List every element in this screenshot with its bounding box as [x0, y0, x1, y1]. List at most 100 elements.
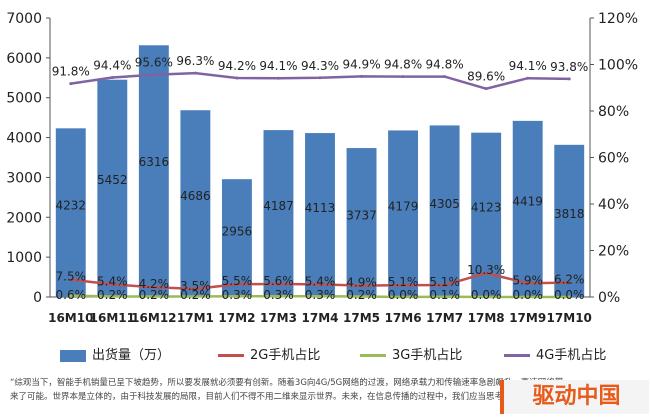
- line-value-label: 0.3%: [222, 288, 253, 302]
- bar: [138, 45, 169, 298]
- series-point: [193, 71, 197, 75]
- right-tick-label: 20%: [598, 244, 629, 260]
- legend-swatch-3g: [360, 354, 386, 357]
- line-value-label: 7.5%: [56, 270, 87, 284]
- series-point: [318, 76, 322, 80]
- bar-value-label: 4232: [55, 198, 86, 212]
- category-label: 17M7: [426, 311, 463, 325]
- bar: [388, 130, 419, 297]
- series-point: [69, 294, 73, 298]
- bar: [305, 133, 335, 297]
- line-value-label: 3.5%: [180, 279, 211, 293]
- category-label: 17M4: [302, 311, 339, 325]
- line-value-label: 0.0%: [554, 288, 585, 302]
- bar: [221, 179, 252, 297]
- line-value-label: 5.9%: [512, 273, 543, 287]
- bar: [346, 148, 377, 297]
- bar-value-label: 2956: [222, 225, 253, 239]
- bar-value-label: 4305: [429, 197, 460, 211]
- left-tick-label: 4000: [6, 131, 42, 147]
- series-point: [401, 75, 405, 79]
- line-value-label: 95.6%: [135, 56, 173, 70]
- line-value-label: 96.3%: [176, 54, 214, 68]
- right-tick-label: 80%: [598, 104, 629, 120]
- legend-swatch-2g: [218, 354, 244, 357]
- series-point: [276, 282, 280, 286]
- bar-value-label: 4123: [471, 201, 502, 215]
- legend: 出货量（万） 2G手机占比 3G手机占比 4G手机占比: [50, 345, 640, 369]
- series-point: [152, 73, 156, 77]
- line-value-label: 89.6%: [467, 70, 505, 84]
- series-point: [443, 283, 447, 287]
- series-point: [360, 284, 364, 288]
- line-value-label: 94.1%: [509, 59, 547, 73]
- series-point: [152, 295, 156, 299]
- line-value-label: 0.0%: [471, 288, 502, 302]
- series-point: [110, 76, 114, 80]
- line-value-label: 0.2%: [346, 288, 377, 302]
- bar-value-label: 4179: [388, 199, 419, 213]
- bar: [471, 132, 502, 297]
- series-point: [484, 295, 488, 299]
- line-value-label: 0.6%: [56, 288, 87, 302]
- category-label: 17M3: [260, 311, 297, 325]
- line-value-label: 0.2%: [180, 288, 211, 302]
- bars: [55, 45, 585, 298]
- series-point: [193, 287, 197, 291]
- line-value-label: 91.8%: [52, 65, 90, 79]
- series-point: [110, 295, 114, 299]
- bar: [263, 130, 294, 297]
- legend-label-4g: 4G手机占比: [536, 348, 607, 363]
- line-value-label: 0.3%: [263, 288, 294, 302]
- category-label: 17M2: [218, 311, 255, 325]
- right-tick-label: 120%: [598, 11, 638, 27]
- line-value-label: 5.6%: [263, 274, 294, 288]
- chart: 0 1000 2000 3000 4000 5000 6000 7000 0% 20% 40% 60…: [6, 11, 638, 325]
- bar-value-label: 4686: [180, 189, 211, 203]
- line-value-label: 0.3%: [305, 288, 336, 302]
- line-value-label: 94.8%: [384, 58, 422, 72]
- series-point: [484, 87, 488, 91]
- series-point: [276, 76, 280, 80]
- line-value-label: 94.1%: [259, 59, 297, 73]
- category-label: 17M8: [468, 311, 505, 325]
- left-tick-label: 2000: [6, 210, 42, 226]
- legend-item-shipments: 出货量（万）: [60, 345, 170, 367]
- line-value-label: 0.1%: [429, 288, 460, 302]
- bar: [512, 120, 543, 298]
- bar: [55, 128, 86, 297]
- category-label: 17M9: [509, 311, 546, 325]
- line-value-label: 4.2%: [139, 277, 170, 291]
- left-tick-label: 1000: [6, 250, 42, 266]
- right-tick-label: 100%: [598, 58, 638, 74]
- line-value-label: 94.2%: [218, 59, 256, 73]
- line-value-label: 5.1%: [388, 275, 419, 289]
- series-point: [567, 281, 571, 285]
- watermark-logo: 驱动中国: [500, 380, 649, 414]
- legend-label-shipments: 出货量（万）: [92, 348, 171, 363]
- series-point: [443, 75, 447, 79]
- series-point: [235, 294, 239, 298]
- bar: [97, 79, 128, 298]
- left-tick-label: 6000: [6, 51, 42, 67]
- series-point: [443, 295, 447, 299]
- line-value-label: 10.3%: [467, 263, 505, 277]
- left-tick-label: 7000: [6, 11, 42, 27]
- category-label: 17M1: [177, 311, 214, 325]
- category-label: 16M10: [48, 311, 93, 325]
- line-value-label: 5.4%: [305, 274, 336, 288]
- category-label: 17M5: [343, 311, 380, 325]
- line-value-label: 94.8%: [426, 58, 464, 72]
- series-point: [484, 271, 488, 275]
- legend-swatch-4g: [504, 354, 530, 357]
- series-point: [526, 281, 530, 285]
- line-value-label: 94.9%: [342, 57, 380, 71]
- caption-text: “综观当下，智能手机销量已呈下坡趋势，所以要发展就必须要有创新。随着3G向4G/…: [10, 378, 564, 402]
- bar-value-label: 5452: [97, 173, 128, 187]
- line-value-label: 5.4%: [97, 274, 128, 288]
- line-value-label: 93.8%: [550, 60, 588, 74]
- bar-value-label: 3818: [554, 207, 585, 221]
- bar: [554, 144, 585, 297]
- right-tick-label: 60%: [598, 151, 629, 167]
